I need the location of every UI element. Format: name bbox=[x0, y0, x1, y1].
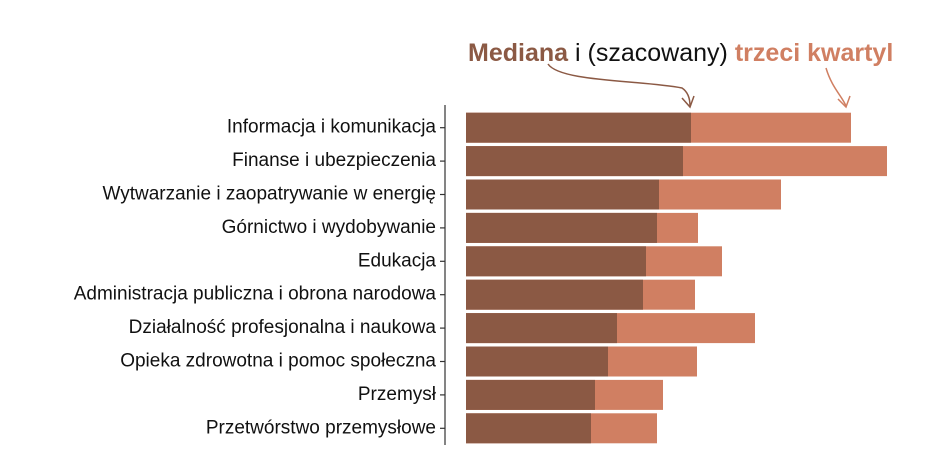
bar bbox=[466, 146, 683, 177]
y-tick-label: Przetwórstwo przemysłowe bbox=[206, 417, 436, 438]
y-tick-label: Działalność profesjonalna i naukowa bbox=[129, 317, 437, 338]
legend-median: Mediana bbox=[468, 39, 569, 67]
y-tick-label: Informacja i komunikacja bbox=[227, 117, 437, 138]
y-tick-label: Administracja publiczna i obrona narodow… bbox=[74, 284, 437, 305]
bar bbox=[466, 179, 659, 210]
bar bbox=[466, 279, 643, 310]
title-connector: i (szacowany) bbox=[575, 39, 728, 67]
y-tick-label: Finanse i ubezpieczenia bbox=[232, 150, 436, 171]
arrow-q3 bbox=[825, 67, 847, 107]
bar bbox=[466, 212, 657, 243]
bar bbox=[466, 112, 691, 143]
arrowhead-median bbox=[681, 95, 695, 109]
y-tick-label: Edukacja bbox=[358, 250, 437, 271]
bar bbox=[466, 346, 608, 377]
legend-q3: trzeci kwartyl bbox=[735, 39, 893, 67]
y-tick-label: Opieka zdrowotna i pomoc społeczna bbox=[120, 351, 436, 372]
bar bbox=[466, 313, 617, 344]
bar bbox=[466, 246, 646, 277]
arrow-median bbox=[547, 63, 691, 107]
bar bbox=[466, 413, 591, 444]
y-tick-label: Przemysł bbox=[358, 384, 437, 405]
arrowhead-q3 bbox=[837, 95, 851, 109]
y-tick-label: Górnictwo i wydobywanie bbox=[222, 217, 436, 238]
bar bbox=[466, 379, 595, 410]
chart-title: Mediana i (szacowany) trzeci kwartyl bbox=[468, 39, 893, 67]
y-tick-label: Wytwarzanie i zaopatrywanie w energię bbox=[102, 184, 436, 205]
